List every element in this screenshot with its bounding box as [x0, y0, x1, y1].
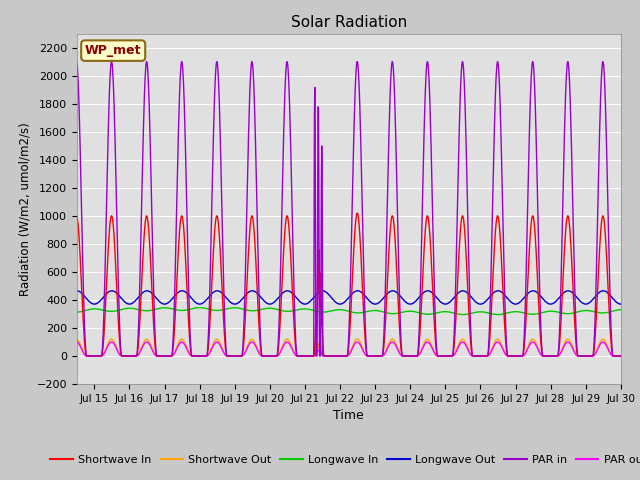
Longwave Out: [546, 301, 554, 307]
Y-axis label: Radiation (W/m2, umol/m2/s): Radiation (W/m2, umol/m2/s): [18, 122, 31, 296]
PAR out: [522, 350, 529, 356]
Line: PAR in: PAR in: [77, 61, 621, 356]
PAR out: [547, 353, 554, 359]
PAR in: [73, 60, 81, 65]
Shortwave Out: [161, 353, 169, 359]
PAR in: [547, 353, 554, 359]
Shortwave Out: [73, 336, 81, 342]
Longwave In: [196, 305, 204, 311]
Shortwave In: [161, 353, 169, 359]
Shortwave Out: [547, 353, 554, 359]
PAR out: [108, 339, 115, 345]
Shortwave Out: [522, 349, 529, 355]
PAR in: [83, 353, 90, 359]
Shortwave In: [522, 321, 529, 327]
Title: Solar Radiation: Solar Radiation: [291, 15, 407, 30]
Legend: Shortwave In, Shortwave Out, Longwave In, Longwave Out, PAR in, PAR out: Shortwave In, Shortwave Out, Longwave In…: [46, 451, 640, 469]
Shortwave In: [353, 210, 361, 216]
Line: Longwave Out: Longwave Out: [77, 291, 621, 304]
PAR out: [164, 353, 172, 359]
Shortwave In: [547, 353, 554, 359]
Longwave In: [618, 307, 625, 312]
PAR in: [162, 353, 170, 359]
Shortwave Out: [83, 353, 90, 359]
PAR in: [108, 59, 115, 64]
Longwave Out: [522, 293, 529, 299]
Line: Longwave In: Longwave In: [77, 308, 621, 314]
X-axis label: Time: Time: [333, 409, 364, 422]
Longwave Out: [164, 300, 172, 306]
Longwave Out: [161, 301, 169, 307]
Longwave Out: [90, 301, 98, 307]
Shortwave Out: [164, 353, 172, 359]
Longwave Out: [73, 288, 81, 294]
Shortwave In: [83, 353, 90, 359]
Line: PAR out: PAR out: [77, 342, 621, 356]
Longwave In: [522, 311, 529, 316]
Longwave Out: [464, 290, 472, 296]
Longwave In: [161, 305, 169, 311]
Longwave In: [547, 308, 554, 314]
Line: Shortwave Out: Shortwave Out: [77, 339, 621, 356]
Shortwave Out: [353, 336, 361, 342]
Shortwave In: [465, 299, 472, 305]
PAR in: [465, 240, 472, 245]
PAR out: [83, 353, 90, 359]
PAR in: [522, 286, 529, 292]
PAR in: [618, 353, 625, 359]
Longwave Out: [393, 290, 401, 296]
PAR out: [465, 348, 472, 353]
Longwave Out: [618, 301, 625, 307]
Longwave In: [163, 305, 171, 311]
Shortwave Out: [465, 347, 472, 352]
Shortwave Out: [394, 345, 401, 350]
Shortwave In: [394, 283, 401, 289]
PAR out: [73, 339, 81, 345]
Text: WP_met: WP_met: [85, 44, 141, 57]
Shortwave In: [73, 213, 81, 219]
PAR out: [162, 353, 170, 359]
PAR in: [164, 353, 172, 359]
Longwave In: [393, 311, 401, 316]
Shortwave In: [618, 353, 625, 359]
Shortwave Out: [618, 353, 625, 359]
PAR out: [618, 353, 625, 359]
Longwave In: [494, 312, 502, 317]
Shortwave In: [164, 353, 172, 359]
Longwave In: [73, 309, 81, 315]
Longwave In: [464, 311, 472, 317]
Line: Shortwave In: Shortwave In: [77, 213, 621, 356]
PAR in: [394, 206, 401, 212]
PAR out: [394, 346, 401, 352]
